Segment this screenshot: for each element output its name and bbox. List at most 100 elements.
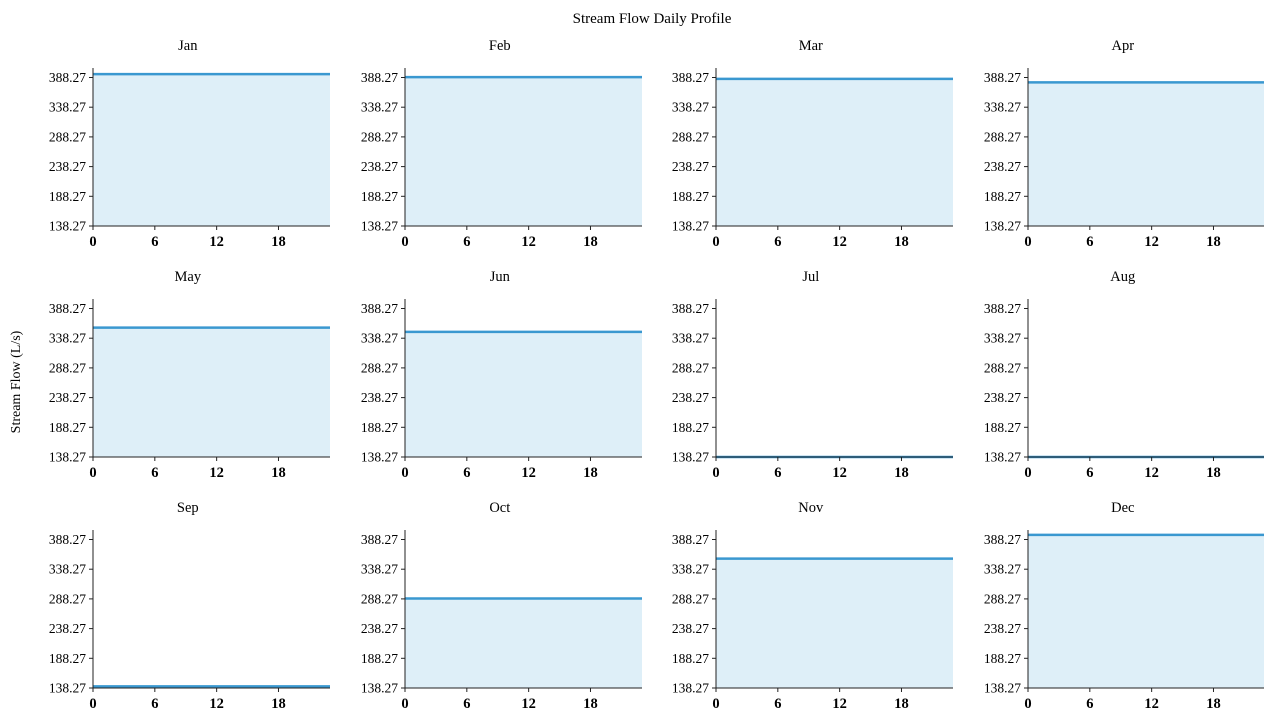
y-tick-label: 388.27 bbox=[672, 70, 709, 85]
y-tick-label: 338.27 bbox=[984, 331, 1021, 346]
x-tick-label: 12 bbox=[521, 465, 536, 481]
x-tick-label: 6 bbox=[774, 696, 781, 712]
x-tick-label: 0 bbox=[1024, 234, 1031, 250]
x-tick-label: 0 bbox=[712, 696, 719, 712]
y-tick-label: 338.27 bbox=[361, 100, 398, 115]
y-tick-label: 238.27 bbox=[361, 390, 398, 405]
area-fill bbox=[93, 74, 330, 227]
y-tick-label: 388.27 bbox=[361, 301, 398, 316]
x-tick-label: 0 bbox=[89, 234, 96, 250]
y-tick-label: 388.27 bbox=[49, 301, 86, 316]
area-fill bbox=[716, 78, 953, 226]
x-tick-label: 18 bbox=[1206, 696, 1221, 712]
y-tick-label: 138.27 bbox=[672, 219, 709, 234]
y-tick-label: 138.27 bbox=[49, 681, 86, 696]
x-tick-label: 12 bbox=[1144, 696, 1159, 712]
x-tick-label: 12 bbox=[832, 696, 847, 712]
x-tick-label: 12 bbox=[209, 696, 224, 712]
area-fill bbox=[405, 77, 642, 227]
y-tick-label: 338.27 bbox=[361, 331, 398, 346]
panel-title: Jun bbox=[490, 269, 511, 285]
y-tick-label: 288.27 bbox=[984, 360, 1021, 375]
x-tick-label: 0 bbox=[1024, 696, 1031, 712]
panel-title: Apr bbox=[1112, 38, 1135, 54]
y-tick-label: 238.27 bbox=[361, 621, 398, 636]
x-tick-label: 12 bbox=[209, 465, 224, 481]
y-tick-label: 288.27 bbox=[984, 591, 1021, 606]
panel-nov: 138.27 188.27 238.27 288.27 338.27 388.27 0 6 12… bbox=[672, 500, 953, 712]
x-tick-label: 12 bbox=[521, 234, 536, 250]
panel-dec: 138.27 188.27 238.27 288.27 338.27 388.27 0 6 12… bbox=[984, 500, 1264, 712]
panel-title: Sep bbox=[177, 500, 199, 516]
area-fill bbox=[405, 331, 642, 457]
x-tick-label: 0 bbox=[89, 696, 96, 712]
x-tick-label: 0 bbox=[401, 234, 408, 250]
y-tick-label: 338.27 bbox=[49, 100, 86, 115]
panel-oct: 138.27 188.27 238.27 288.27 338.27 388.27 0 6 12… bbox=[361, 500, 642, 712]
y-tick-label: 188.27 bbox=[672, 651, 709, 666]
x-tick-label: 12 bbox=[832, 234, 847, 250]
y-tick-label: 238.27 bbox=[49, 159, 86, 174]
x-tick-label: 18 bbox=[583, 465, 598, 481]
area-fill bbox=[1028, 82, 1264, 226]
y-tick-label: 238.27 bbox=[49, 390, 86, 405]
x-tick-label: 6 bbox=[151, 465, 158, 481]
y-tick-label: 188.27 bbox=[49, 651, 86, 666]
x-tick-label: 0 bbox=[1024, 465, 1031, 481]
y-tick-label: 288.27 bbox=[672, 129, 709, 144]
panel-sep: 138.27 188.27 238.27 288.27 338.27 388.27 0 6 12… bbox=[49, 500, 330, 712]
y-tick-label: 388.27 bbox=[984, 301, 1021, 316]
x-tick-label: 6 bbox=[151, 234, 158, 250]
x-tick-label: 6 bbox=[774, 465, 781, 481]
y-tick-label: 388.27 bbox=[49, 70, 86, 85]
panel-title: Dec bbox=[1111, 500, 1134, 516]
x-tick-label: 18 bbox=[1206, 465, 1221, 481]
x-tick-label: 18 bbox=[583, 234, 598, 250]
y-tick-label: 238.27 bbox=[672, 390, 709, 405]
y-tick-label: 338.27 bbox=[984, 100, 1021, 115]
y-tick-label: 388.27 bbox=[49, 532, 86, 547]
x-tick-label: 6 bbox=[151, 696, 158, 712]
y-tick-label: 288.27 bbox=[361, 591, 398, 606]
panel-feb: 138.27 188.27 238.27 288.27 338.27 388.27 0 6 12… bbox=[361, 38, 642, 250]
y-tick-label: 188.27 bbox=[984, 189, 1021, 204]
panel-apr: 138.27 188.27 238.27 288.27 338.27 388.27 0 6 12… bbox=[984, 38, 1264, 250]
x-tick-label: 12 bbox=[1144, 234, 1159, 250]
y-tick-label: 388.27 bbox=[672, 532, 709, 547]
x-tick-label: 0 bbox=[401, 696, 408, 712]
x-tick-label: 6 bbox=[1086, 234, 1093, 250]
y-tick-label: 188.27 bbox=[49, 420, 86, 435]
x-tick-label: 6 bbox=[463, 465, 470, 481]
y-tick-label: 338.27 bbox=[361, 562, 398, 577]
y-tick-label: 238.27 bbox=[361, 159, 398, 174]
y-tick-label: 288.27 bbox=[984, 129, 1021, 144]
panel-title: Feb bbox=[489, 38, 511, 54]
x-tick-label: 18 bbox=[894, 234, 909, 250]
y-tick-label: 138.27 bbox=[984, 450, 1021, 465]
x-tick-label: 6 bbox=[1086, 696, 1093, 712]
area-fill bbox=[405, 598, 642, 688]
x-tick-label: 0 bbox=[712, 234, 719, 250]
x-tick-label: 6 bbox=[774, 234, 781, 250]
y-tick-label: 288.27 bbox=[672, 591, 709, 606]
y-tick-label: 188.27 bbox=[361, 189, 398, 204]
y-tick-label: 238.27 bbox=[672, 159, 709, 174]
y-tick-label: 288.27 bbox=[49, 360, 86, 375]
y-tick-label: 138.27 bbox=[672, 450, 709, 465]
y-tick-label: 338.27 bbox=[672, 331, 709, 346]
y-tick-label: 238.27 bbox=[984, 390, 1021, 405]
y-tick-label: 338.27 bbox=[672, 100, 709, 115]
y-tick-label: 338.27 bbox=[984, 562, 1021, 577]
area-fill bbox=[1028, 534, 1264, 688]
y-tick-label: 338.27 bbox=[672, 562, 709, 577]
chart-title: Stream Flow Daily Profile bbox=[573, 11, 732, 27]
y-tick-label: 288.27 bbox=[361, 360, 398, 375]
y-tick-label: 388.27 bbox=[361, 70, 398, 85]
y-tick-label: 338.27 bbox=[49, 562, 86, 577]
panel-title: Jul bbox=[802, 269, 819, 285]
y-tick-label: 388.27 bbox=[672, 301, 709, 316]
panel-aug: 138.27 188.27 238.27 288.27 338.27 388.27 0 6 12… bbox=[984, 269, 1264, 481]
x-tick-label: 12 bbox=[209, 234, 224, 250]
y-tick-label: 238.27 bbox=[984, 621, 1021, 636]
